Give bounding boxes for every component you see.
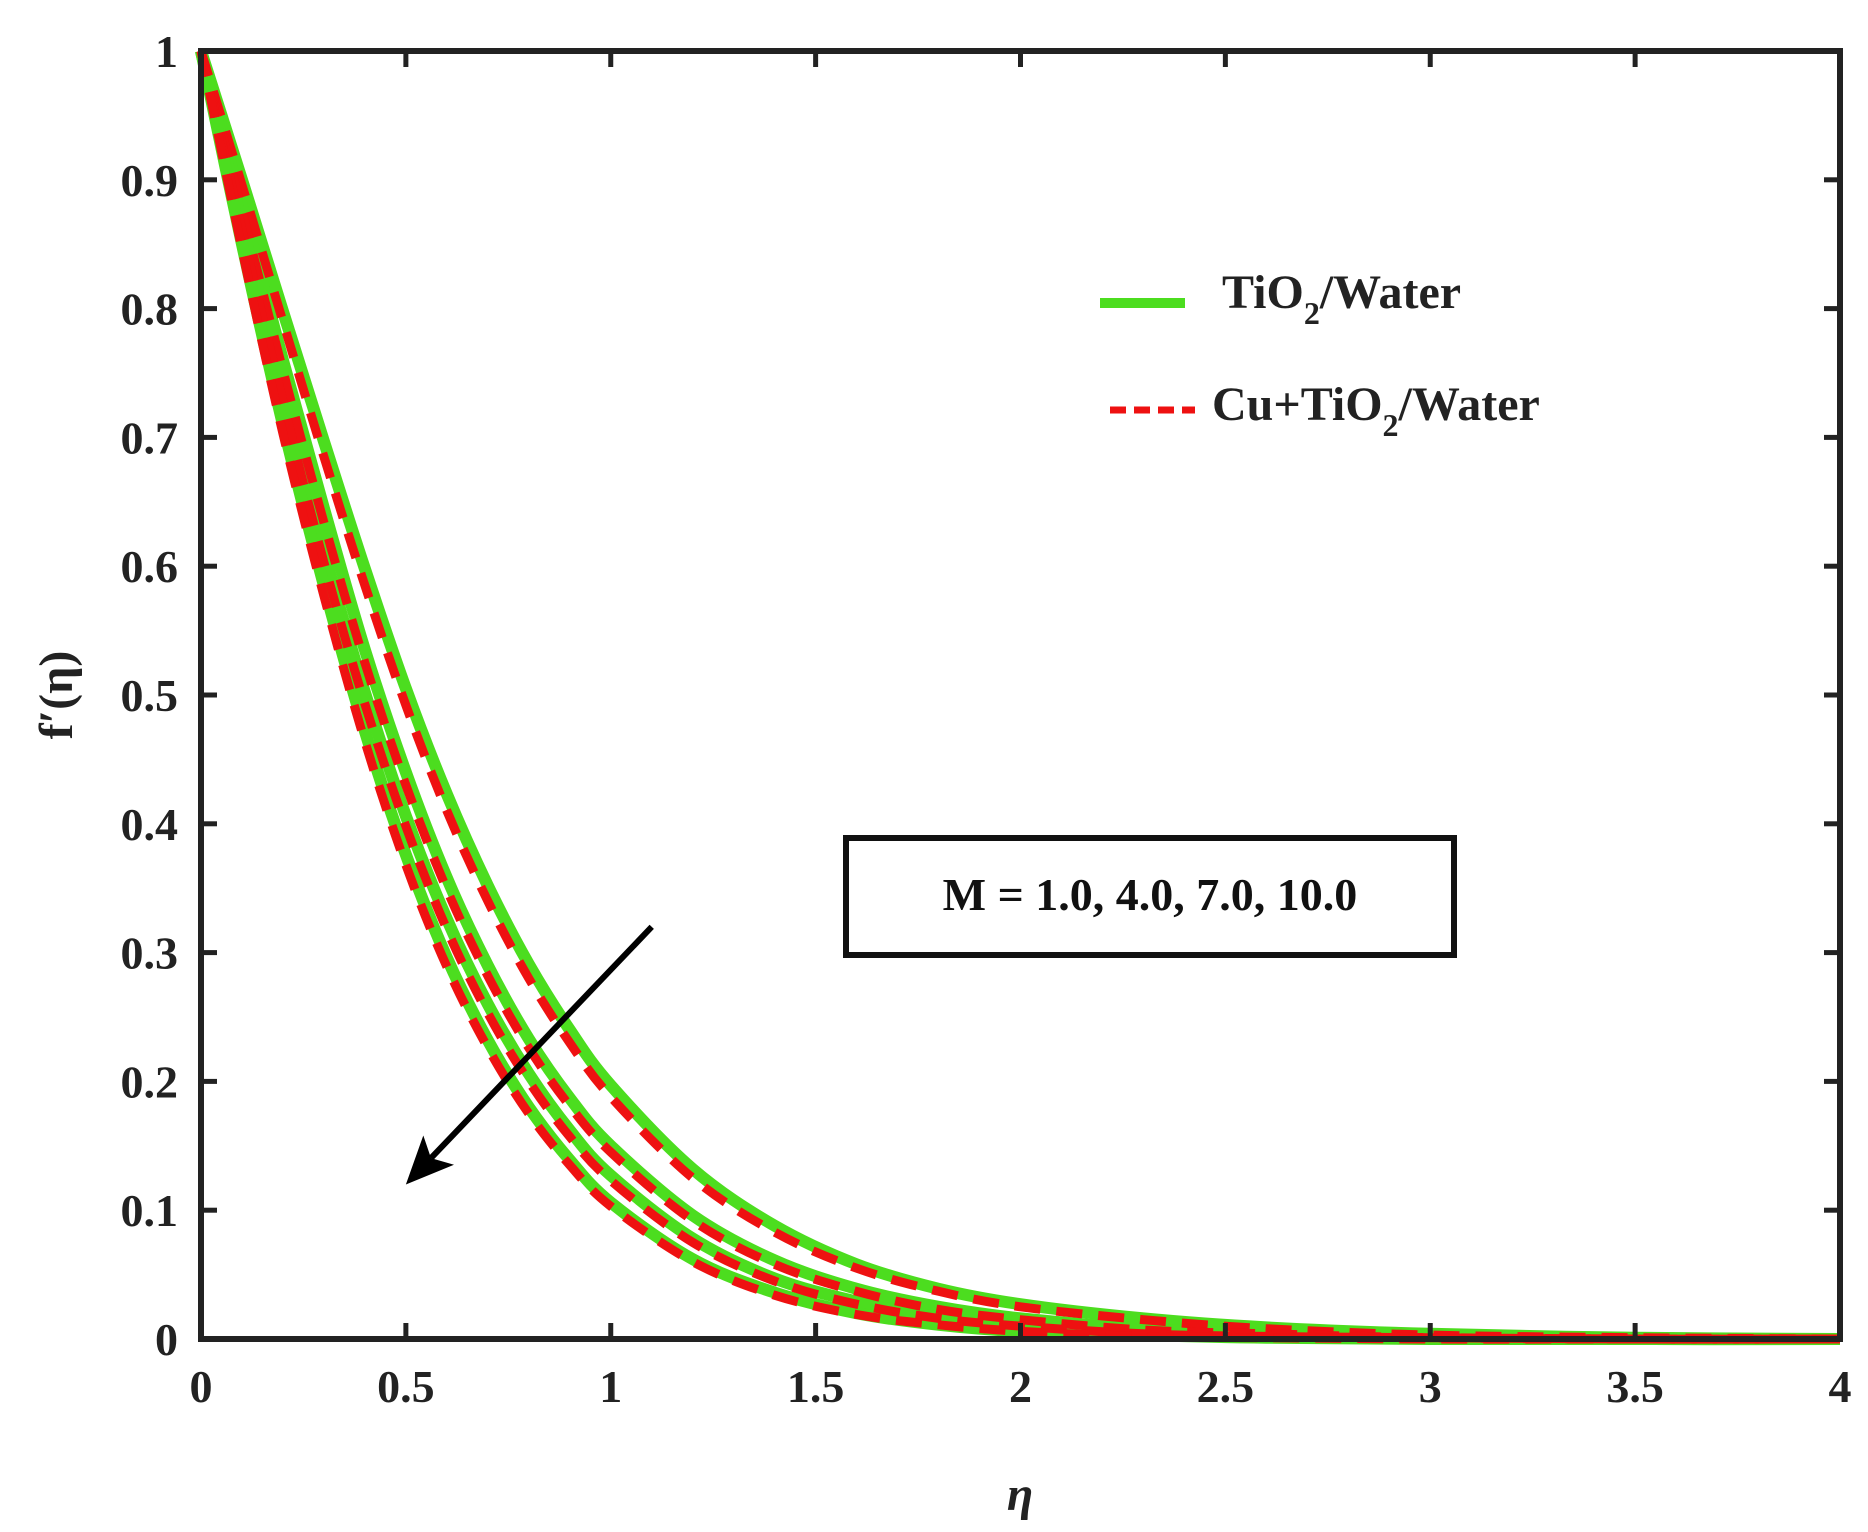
x-tick-label: 3 [1419,1361,1442,1412]
legend-label-tio2-water: TiO2/Water [1222,266,1461,331]
trend-arrow [405,924,654,1185]
y-tick-label: 0.1 [121,1185,179,1236]
labels-layer: 0 0.5 1 1.5 2 2.5 3 3.5 4 0 0.1 0.2 0.3 0.4 0.5 0.6 0.7 0… [121,26,1852,1412]
legend-label-0-rest: /Water [1319,266,1461,319]
x-tick-label: 1.5 [787,1361,845,1412]
y-tick-label: 0 [155,1314,178,1365]
legend-label-0-sub: 2 [1304,295,1320,331]
legend-label-1-sub: 2 [1383,407,1399,443]
y-axis-title: f′(η) [30,651,83,740]
parameter-annotation: M = 1.0, 4.0, 7.0, 10.0 [843,835,1457,958]
y-tick-label: 0.8 [121,284,179,335]
y-tick-label: 0.2 [121,1056,179,1107]
annotation-text: M = 1.0, 4.0, 7.0, 10.0 [943,869,1358,920]
y-tick-label: 0.3 [121,928,179,979]
x-axis-title: η [1007,1468,1033,1521]
series-line-cu-tio2-water-m-4 [196,49,1841,1344]
y-tick-label: 0.6 [121,541,179,592]
x-tick-label: 2.5 [1197,1361,1255,1412]
x-tick-label: 0 [190,1361,213,1412]
legend-label-1-base: Cu+TiO [1212,378,1383,431]
y-tick-label: 0.9 [121,155,179,206]
legend-label-cu-tio2-water: Cu+TiO2/Water [1212,378,1540,443]
arrow-head [405,1135,454,1185]
y-tick-label: 1 [155,26,178,77]
x-tick-label: 2 [1009,1361,1032,1412]
legend: TiO2/Water Cu+TiO2/Water [1100,266,1540,443]
legend-label-0-base: TiO [1222,266,1304,319]
x-tick-label: 0.5 [377,1361,435,1412]
legend-label-1-rest: /Water [1398,378,1540,431]
y-tick-label: 0.5 [121,670,179,721]
x-tick-label: 4 [1829,1361,1852,1412]
plot-frame [198,48,1843,1342]
x-tick-label: 1 [599,1361,622,1412]
y-tick-label: 0.7 [121,412,179,463]
series-line-cu-tio2-water-m-1 [196,49,1841,1344]
arrow-shaft [428,924,654,1161]
y-tick-label: 0.4 [121,799,179,850]
annotation-box [843,835,1457,958]
x-tick-label: 3.5 [1606,1361,1664,1412]
